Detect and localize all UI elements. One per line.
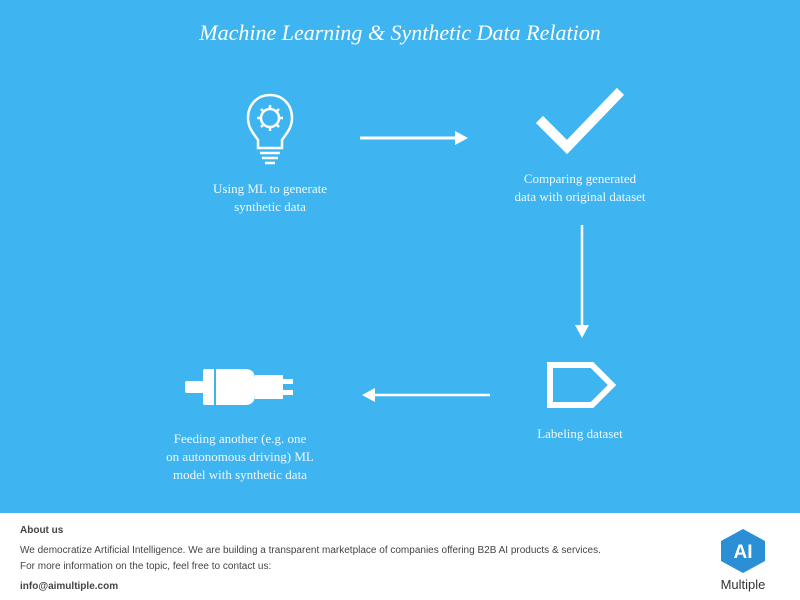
node-feed-label: Feeding another (e.g. oneon autonomous d… bbox=[130, 430, 350, 485]
logo-hexagon-icon: AI bbox=[716, 527, 770, 575]
node-feed: Feeding another (e.g. oneon autonomous d… bbox=[130, 355, 350, 485]
node-label-dataset-label: Labeling dataset bbox=[500, 425, 660, 443]
footer-text: About us We democratize Artificial Intel… bbox=[20, 523, 601, 595]
footer: About us We democratize Artificial Intel… bbox=[0, 513, 800, 600]
lightbulb-gear-icon bbox=[180, 90, 360, 170]
node-compare-label: Comparing generateddata with original da… bbox=[480, 170, 680, 206]
usb-plug-icon bbox=[130, 355, 350, 420]
diagram-canvas: Machine Learning & Synthetic Data Relati… bbox=[0, 0, 800, 513]
arrow-left bbox=[360, 385, 490, 410]
checkmark-icon bbox=[480, 85, 680, 160]
footer-line1: We democratize Artificial Intelligence. … bbox=[20, 543, 601, 559]
diagram-title: Machine Learning & Synthetic Data Relati… bbox=[0, 20, 800, 46]
footer-heading: About us bbox=[20, 523, 601, 539]
tag-icon bbox=[500, 355, 660, 415]
logo-text: Multiple bbox=[721, 577, 766, 592]
node-generate-label: Using ML to generatesynthetic data bbox=[180, 180, 360, 216]
node-compare: Comparing generateddata with original da… bbox=[480, 85, 680, 206]
svg-text:AI: AI bbox=[734, 542, 753, 563]
node-label-dataset: Labeling dataset bbox=[500, 355, 660, 443]
logo: AI Multiple bbox=[716, 527, 770, 592]
arrow-right bbox=[360, 128, 470, 153]
arrow-down bbox=[572, 225, 592, 345]
footer-line2: For more information on the topic, feel … bbox=[20, 559, 601, 575]
footer-email: info@aimultiple.com bbox=[20, 579, 601, 595]
node-generate: Using ML to generatesynthetic data bbox=[180, 90, 360, 216]
